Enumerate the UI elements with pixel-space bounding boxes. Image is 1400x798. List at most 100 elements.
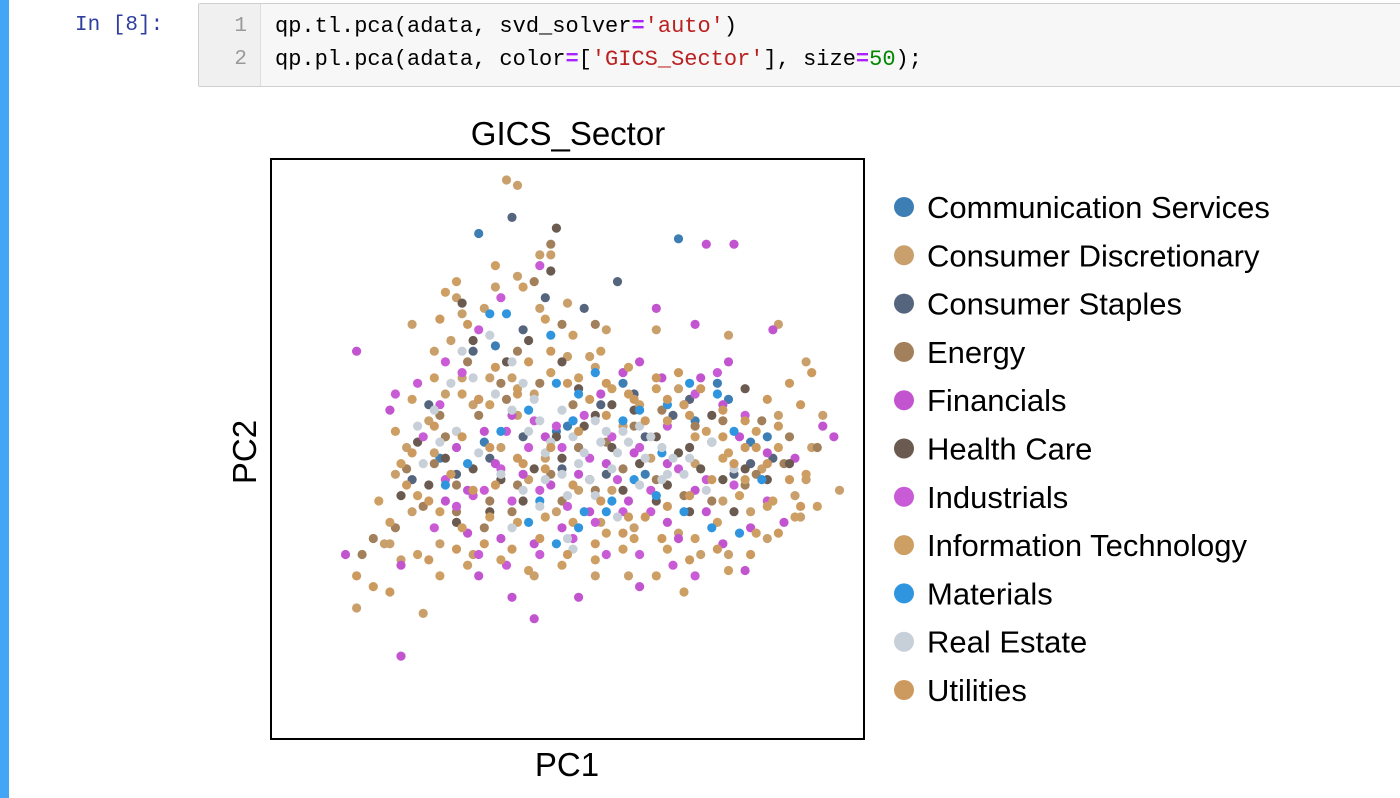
scatter-point [568,480,578,490]
scatter-point [651,571,661,581]
scatter-point [679,400,689,410]
scatter-point [485,309,495,319]
scatter-point [784,432,795,442]
scatter-point [668,560,678,570]
code-line-1[interactable]: qp.tl.pca(adata, svd_solver='auto') [275,14,737,39]
scatter-point [490,341,500,351]
scatter-point [435,539,445,549]
scatter-point [740,442,750,453]
scatter-point [535,250,545,260]
cell-prompt: In [8]: [75,14,164,37]
scatter-point [635,480,645,490]
scatter-point [718,416,728,426]
scatter-point [568,330,578,340]
scatter-point [607,485,617,495]
scatter-point [435,314,445,324]
scatter-point [385,539,395,549]
scatter-point [507,373,517,383]
scatter-point [662,394,673,404]
code-line-2[interactable]: qp.pl.pca(adata, color=['GICS_Sector'], … [275,47,922,72]
scatter-point [718,432,728,442]
scatter-point [557,357,567,367]
scatter-point [601,410,611,420]
scatter-point [507,212,517,222]
scatter-point [707,496,717,506]
scatter-point [451,480,462,490]
legend-marker [894,293,914,314]
scatter-point [596,389,606,399]
plot-frame [270,158,865,740]
scatter-point [618,528,628,538]
scatter-point [485,442,495,453]
scatter-point [607,464,617,474]
scatter-point [690,319,700,329]
scatter-point [496,426,506,436]
legend-label: Materials [927,576,1053,611]
scatter-point [701,485,711,495]
scatter-point [507,523,517,533]
scatter-point [429,448,439,458]
scatter-point [429,405,439,415]
scatter-point [463,560,473,570]
scatter-point [635,442,645,453]
scatter-point [468,485,478,495]
scatter-point [574,373,584,383]
scatter-point [757,416,767,426]
scatter-point [685,410,695,420]
scatter-point [429,373,439,383]
scatter-point [662,501,673,511]
scatter-point [407,319,417,329]
scatter-point [557,319,567,329]
scatter-point [729,480,739,490]
scatter-point [507,544,517,554]
scatter-point [662,416,673,426]
scatter-point [712,378,723,388]
scatter-point [612,448,623,458]
scatter-point [524,442,534,453]
scatter-point [762,432,772,442]
code-cell-input[interactable]: 1 2 qp.tl.pca(adata, svd_solver='auto') … [198,3,1400,87]
scatter-point [801,357,811,367]
legend-marker [894,245,914,266]
scatter-point [518,282,528,292]
scatter-point [635,405,645,415]
code-token: qp.tl.pca(adata, svd_solver [275,14,632,39]
scatter-point [468,346,478,356]
scatter-point [551,421,562,431]
scatter-point [729,507,739,517]
scatter-point [562,549,573,560]
scatter-point [723,549,734,560]
scatter-point [601,507,611,517]
scatter-point [729,459,739,469]
scatter-point [718,405,728,415]
legend-label: Energy [927,335,1026,370]
scatter-point [451,442,462,453]
scatter-point [718,475,728,485]
scatter-point [662,544,673,554]
scatter-point [457,368,467,378]
legend-marker [894,535,914,556]
scatter-point [429,523,439,533]
scatter-point [579,303,589,313]
x-axis-label: PC1 [535,746,599,783]
scatter-point [451,501,462,511]
scatter-point [474,448,484,458]
scatter-point [635,357,645,367]
scatter-point [812,501,822,511]
scatter-point [529,277,539,287]
legend-marker [894,341,914,362]
scatter-point [784,459,795,469]
scatter-point [368,533,378,544]
scatter-point [601,378,611,388]
scatter-point [640,469,650,479]
scatter-point [546,368,556,378]
scatter-point [585,475,595,485]
chart-title: GICS_Sector [471,115,665,152]
scatter-point [535,501,545,511]
scatter-point [723,357,734,367]
scatter-point [651,325,661,335]
scatter-point [501,394,512,404]
scatter-point [396,651,406,661]
scatter-point [762,448,772,458]
scatter-point [440,357,450,367]
